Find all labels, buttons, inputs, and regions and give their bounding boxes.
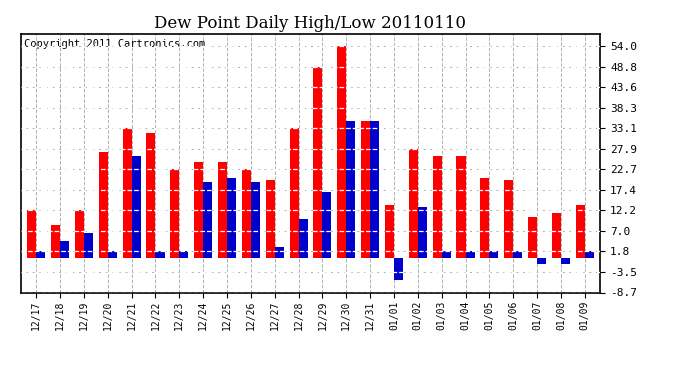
Bar: [561, 258, 570, 264]
Bar: [457, 156, 466, 258]
Bar: [433, 156, 442, 258]
Bar: [75, 210, 84, 258]
Bar: [99, 152, 108, 258]
Bar: [442, 251, 451, 258]
Bar: [51, 225, 60, 258]
Bar: [528, 217, 537, 258]
Bar: [575, 206, 585, 258]
Bar: [179, 251, 188, 258]
Bar: [108, 251, 117, 258]
Bar: [346, 121, 355, 258]
Bar: [251, 182, 260, 258]
Bar: [322, 192, 331, 258]
Title: Dew Point Daily High/Low 20110110: Dew Point Daily High/Low 20110110: [155, 15, 466, 32]
Bar: [552, 213, 561, 258]
Bar: [466, 251, 475, 258]
Bar: [290, 128, 299, 258]
Bar: [227, 178, 236, 258]
Bar: [513, 251, 522, 258]
Bar: [408, 149, 418, 258]
Bar: [299, 219, 308, 258]
Bar: [370, 121, 380, 258]
Bar: [394, 258, 403, 280]
Bar: [60, 241, 69, 258]
Bar: [313, 67, 322, 258]
Bar: [504, 180, 513, 258]
Bar: [585, 251, 594, 258]
Bar: [170, 169, 179, 258]
Bar: [537, 258, 546, 264]
Bar: [337, 46, 346, 258]
Bar: [27, 210, 36, 258]
Bar: [361, 121, 370, 258]
Bar: [155, 251, 164, 258]
Bar: [489, 251, 498, 258]
Bar: [275, 246, 284, 258]
Text: Copyright 2011 Cartronics.com: Copyright 2011 Cartronics.com: [23, 39, 205, 49]
Bar: [241, 169, 251, 258]
Bar: [266, 180, 275, 258]
Bar: [146, 133, 155, 258]
Bar: [203, 182, 213, 258]
Bar: [218, 162, 227, 258]
Bar: [132, 156, 141, 258]
Bar: [84, 233, 93, 258]
Bar: [194, 162, 203, 258]
Bar: [418, 207, 427, 258]
Bar: [385, 206, 394, 258]
Bar: [480, 178, 489, 258]
Bar: [123, 128, 132, 258]
Bar: [36, 251, 46, 258]
